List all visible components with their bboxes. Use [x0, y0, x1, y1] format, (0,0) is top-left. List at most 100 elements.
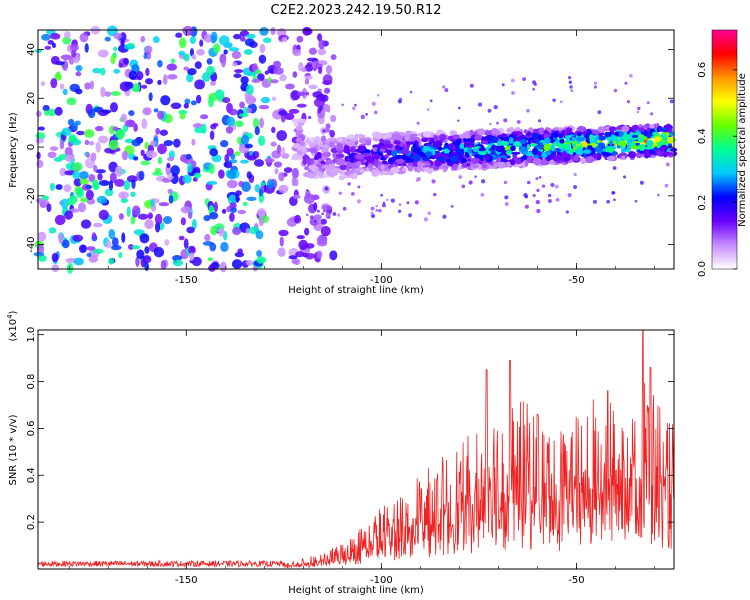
spectrogram-cell: [232, 33, 242, 40]
spectrogram-cell: [124, 119, 136, 128]
spectrogram-cell: [166, 156, 175, 162]
spectrogram-cell: [305, 91, 310, 96]
spectrogram-cell: [149, 198, 155, 207]
spectrogram-cell: [536, 188, 540, 192]
spectrogram-cell: [133, 156, 139, 161]
spectrogram-cell: [41, 195, 49, 201]
spectrogram-cell: [70, 139, 82, 146]
spectrogram-cell: [520, 156, 526, 160]
spectrogram-cell: [375, 209, 379, 212]
spectrogram-cell: [178, 235, 185, 241]
spectrogram-cell: [430, 133, 434, 138]
spectrogram-cell: [591, 131, 601, 135]
spectrogram-cell: [459, 143, 465, 151]
spectrogram-x-label: Height of straight line (km): [288, 285, 424, 296]
spectrogram-cell: [220, 140, 229, 148]
spectrogram-cell: [521, 161, 526, 168]
spectrogram-cell: [412, 154, 421, 162]
spectrogram-cell: [537, 142, 544, 150]
spectrogram-cell: [85, 152, 91, 158]
y-tick-label: 0.8: [26, 374, 37, 390]
spectrogram-cell: [185, 153, 192, 160]
spectrogram-cell: [323, 87, 331, 94]
spectrogram-cell: [303, 193, 315, 205]
spectrogram-cell: [559, 138, 565, 145]
spectrogram-cell: [278, 184, 289, 194]
spectrogram-cell: [280, 115, 286, 123]
spectrogram-cell: [571, 136, 576, 142]
spectrogram-cell: [273, 67, 284, 75]
spectrogram-cell: [61, 127, 72, 137]
spectrogram-cell: [610, 134, 615, 142]
spectrogram-cell: [556, 143, 567, 149]
spectrogram-cell: [93, 165, 98, 173]
spectrogram-cell: [398, 203, 402, 206]
spectrogram-cell: [442, 166, 447, 173]
spectrogram-cell: [598, 145, 606, 149]
spectrogram-cell: [314, 154, 319, 161]
spectrogram-cell: [118, 62, 124, 68]
spectrogram-cell: [467, 158, 472, 162]
spectrogram-cell: [577, 125, 585, 133]
spectrogram-cell: [303, 27, 313, 36]
spectrogram-cell: [270, 141, 277, 147]
spectrogram-cell: [264, 70, 269, 75]
spectrogram-cell: [320, 218, 327, 225]
spectrogram-cell: [306, 57, 318, 62]
spectrogram-cell: [153, 246, 165, 258]
spectrogram-cell: [628, 73, 633, 78]
spectrogram-cell: [636, 153, 645, 157]
spectrogram-cell: [76, 188, 85, 198]
spectrogram-cell: [335, 153, 345, 159]
spectrogram-cell: [634, 199, 638, 203]
spectrogram-cell: [465, 153, 470, 159]
spectrogram-cell: [173, 138, 181, 148]
y-tick-label: 0.2: [26, 514, 37, 530]
spectrogram-cell: [296, 91, 306, 97]
spectrogram-cell: [382, 133, 393, 139]
spectrogram-cell: [63, 184, 72, 193]
spectrogram-cell: [48, 227, 57, 234]
spectrogram-cell: [427, 211, 431, 215]
spectrogram-cell: [191, 219, 197, 230]
spectrogram-cell: [622, 133, 632, 141]
spectrogram-cell: [145, 78, 154, 85]
spectrogram-cell: [46, 203, 52, 213]
spectrogram-cell: [113, 68, 121, 74]
spectrogram-cell: [141, 118, 148, 129]
spectrogram-cell: [182, 174, 192, 184]
spectrogram-cell: [401, 167, 407, 172]
spectrogram-cell: [574, 154, 580, 162]
spectrogram-cell: [421, 156, 430, 161]
spectrogram-cell: [194, 79, 205, 90]
spectrogram-cell: [630, 145, 640, 150]
spectrogram-cell: [325, 64, 333, 75]
spectrogram-cell: [322, 129, 325, 133]
spectrogram-cell: [92, 179, 99, 190]
spectrogram-cell: [144, 246, 150, 254]
spectrogram-cell: [397, 99, 402, 104]
spectrogram-cell: [199, 39, 204, 47]
spectrogram-cell: [292, 71, 298, 78]
spectrogram-cell: [658, 140, 668, 145]
spectrogram-cell: [49, 182, 56, 191]
spectrogram-cell: [224, 161, 233, 169]
spectrogram-cell: [457, 106, 461, 110]
spectrogram-cell: [78, 170, 89, 180]
colorbar-bar: [711, 29, 738, 270]
spectrogram-cell: [391, 150, 398, 157]
spectrogram-cell: [231, 259, 243, 269]
spectrogram-cell: [67, 118, 75, 126]
spectrogram-cell: [152, 171, 164, 176]
spectrogram-cell: [306, 62, 313, 68]
spectrogram-cell: [405, 144, 410, 152]
spectrogram-cell: [480, 192, 485, 197]
spectrogram-cell: [92, 222, 103, 228]
spectrogram-cell: [665, 162, 670, 167]
spectrogram-cell: [412, 142, 417, 149]
spectrogram-cell: [532, 87, 535, 91]
spectrogram-cell: [367, 163, 373, 169]
spectrogram-cell: [308, 142, 317, 147]
spectrogram-cell: [457, 119, 460, 122]
